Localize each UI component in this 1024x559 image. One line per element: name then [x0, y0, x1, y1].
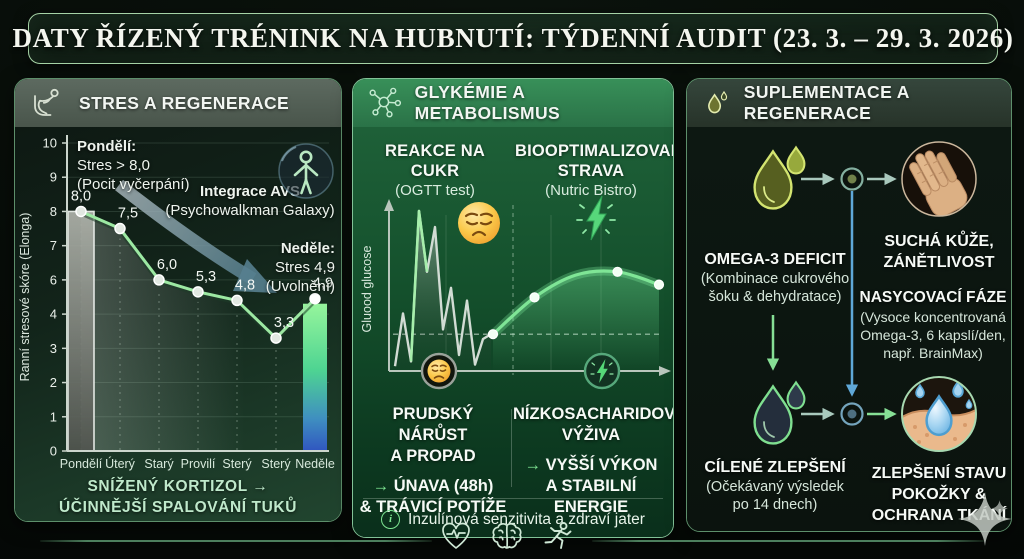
svg-text:8: 8	[50, 204, 57, 219]
svg-text:3,3: 3,3	[274, 315, 294, 331]
supplementation-flow-area: OMEGA-3 DEFICIT (Kombinace cukrového šok…	[687, 127, 1011, 531]
brain-icon	[492, 522, 522, 549]
panel-stress-title: STRES A REGENERACE	[79, 92, 290, 113]
ogtt-title: REAKCE NA CUKR (OGTT test)	[385, 142, 485, 199]
oil-drops-icon	[708, 90, 728, 114]
svg-text:Pondělí: Pondělí	[60, 457, 103, 471]
stress-chart-area: 8,0 7,5 6,0 5,3 4,8 3,3 4,9 10 9 8 7 6 4 3 2 1 0 Pondělí Ú…	[15, 127, 341, 521]
sparkle-icon	[958, 492, 1012, 546]
saturation-phase-label: NASYCOVACÍ FÁZE (Vysoce koncentrovaná Om…	[859, 289, 1007, 361]
heart-pulse-icon	[442, 522, 470, 549]
main-title: DATY ŘÍZENÝ TRÉNINK NA HUBNUTÍ: TÝDENNÍ …	[12, 23, 1014, 53]
svg-text:6: 6	[50, 272, 57, 287]
standing-person-badge-icon	[278, 143, 334, 199]
runner-icon	[544, 522, 572, 549]
svg-text:9: 9	[50, 170, 57, 185]
skin-result-label: ZLEPŠENÍ STAVU POKOŽKY & OCHRANA TKÁNÍ	[871, 465, 1007, 524]
svg-text:5,3: 5,3	[196, 269, 216, 285]
lightning-badge-icon	[583, 352, 621, 390]
svg-text:4,8: 4,8	[235, 277, 255, 293]
node-bottom	[840, 402, 864, 426]
avs-annotation: Integrace AVS (Psychowalkman Galaxy)	[165, 183, 335, 219]
dry-skin-label: SUCHÁ KŮŽE, ZÁNĚTLIVOST	[883, 233, 995, 271]
sad-face-badge-icon	[420, 352, 458, 390]
svg-text:7: 7	[50, 238, 57, 253]
title-bar: DATY ŘÍZENÝ TRÉNINK NA HUBNUTÍ: TÝDENNÍ …	[13, 13, 1013, 64]
svg-text:Provilí: Provilí	[181, 457, 216, 471]
panel-glycemia: GLYKÉMIE A METABOLISMUS REAKCE NA CUKR (…	[352, 78, 674, 538]
sunday-annotation: Neděle: Stres 4,9 (Uvolnění)	[265, 240, 335, 295]
svg-text:10: 10	[43, 136, 57, 151]
omega3-deficit-label: OMEGA-3 DEFICIT (Kombinace cukrového šok…	[700, 251, 850, 305]
ogtt-result: PRUDSKÝ NÁRŮST A PROPAD → ÚNAVA (48h) & …	[359, 405, 507, 516]
svg-text:Sterý: Sterý	[222, 457, 252, 471]
diet-result: NÍZKOSACHARIDOVÁ VÝŽIVA → VYŠŠÍ VÝKON A …	[513, 405, 674, 516]
reclining-person-icon	[34, 88, 59, 116]
svg-text:3: 3	[50, 341, 57, 356]
svg-text:8,0: 8,0	[71, 188, 91, 204]
svg-text:Úterý: Úterý	[105, 456, 136, 471]
panel-supplementation-header: SUPLEMENTACE A REGENERACE	[687, 79, 1011, 127]
panel-stress-header: STRES A REGENERACE	[15, 79, 341, 127]
svg-text:4: 4	[50, 307, 57, 322]
monday-annotation: Pondělí: Stres > 8,0 (Pocit vyčerpání)	[77, 138, 190, 193]
info-divider	[363, 498, 663, 499]
info-note-text: Inzulínová senzitivita a zdraví jater	[408, 510, 645, 528]
svg-text:0: 0	[50, 444, 57, 459]
footer-line-right	[592, 540, 984, 542]
dry-hand-photo	[901, 141, 977, 217]
panel-supplementation-title: SUPLEMENTACE A REGENERACE	[743, 82, 910, 123]
supplementation-flow-diagram	[753, 141, 977, 452]
svg-text:Starý: Starý	[144, 457, 174, 471]
panel-supplementation: SUPLEMENTACE A REGENERACE	[686, 78, 1012, 532]
info-icon: i	[381, 510, 401, 529]
skin-hydration-illustration	[901, 376, 977, 452]
svg-text:4,9: 4,9	[313, 276, 333, 292]
footer-icons	[440, 521, 574, 553]
glycemia-chart-area: REAKCE NA CUKR (OGTT test) BIOOPTIMALIZO…	[353, 127, 673, 537]
footer-line-left	[40, 540, 432, 542]
green-arrow-glyph: →	[524, 456, 542, 474]
omega3-drops-icon	[753, 145, 806, 210]
svg-text:Ranní stresové skóre (Elonga): Ranní stresové skóre (Elonga)	[18, 213, 32, 382]
weary-face-emoji-icon	[458, 202, 500, 244]
node-top	[840, 167, 864, 191]
svg-text:Gluood glucose: Gluood glucose	[360, 246, 374, 333]
lightning-icon	[576, 195, 616, 241]
green-arrow-glyph: →	[372, 477, 390, 495]
diet-title: BIOOPTIMALIZOVANÁ STRAVA (Nutric Bistro)	[515, 142, 673, 199]
svg-text:Sterý: Sterý	[261, 457, 291, 471]
panel-stress: STRES A REGENERACE 8,0 7,5 6,0 5,3 4,8 3,3 4,9…	[14, 78, 342, 522]
info-note-row: i Inzulínová senzitivita a zdraví jater	[353, 510, 673, 529]
panel-glycemia-title: GLYKÉMIE A METABOLISMUS	[414, 82, 561, 123]
svg-text:2: 2	[50, 375, 57, 390]
results-divider	[511, 409, 512, 487]
stress-footnote: SNÍŽENÝ KORTIZOL → ÚČINNĚJŠÍ SPALOVÁNÍ T…	[58, 478, 298, 516]
molecule-icon	[369, 87, 402, 118]
svg-text:Neděle: Neděle	[295, 457, 335, 471]
svg-text:6,0: 6,0	[157, 257, 177, 273]
svg-text:7,5: 7,5	[118, 206, 138, 222]
improved-drops-icon	[753, 380, 806, 445]
svg-text:1: 1	[50, 409, 57, 424]
panel-glycemia-header: GLYKÉMIE A METABOLISMUS	[353, 79, 673, 127]
targeted-improvement-label: CÍLENÉ ZLEPŠENÍ (Očekávaný výsledek po 1…	[704, 459, 846, 513]
glucose-chart: Gluood glucose	[360, 199, 671, 376]
